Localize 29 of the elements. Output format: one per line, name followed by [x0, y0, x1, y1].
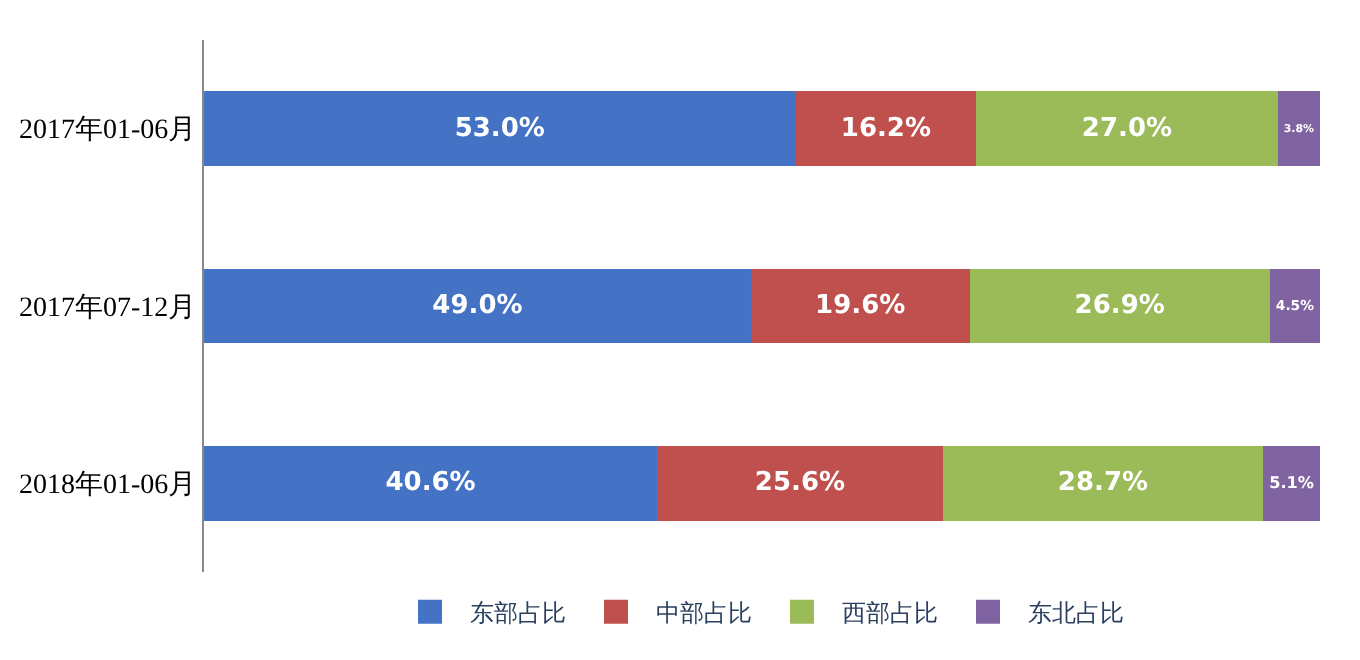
legend-label: 东部占比 [470, 599, 566, 627]
bar [969, 268, 1270, 344]
data-label: 16.2% [840, 113, 931, 144]
data-label: 53.0% [454, 113, 545, 144]
data-label: 26.9% [1074, 291, 1165, 321]
bar [1269, 268, 1320, 344]
legend-label: 西部占比 [842, 599, 938, 627]
data-label: 49.0% [432, 291, 523, 321]
bar [204, 268, 751, 344]
bar [1277, 91, 1320, 166]
data-label: 25.6% [754, 468, 846, 499]
bar [1263, 446, 1320, 521]
bar [204, 91, 796, 166]
data-label: 5.1% [1269, 471, 1314, 492]
data-label: 40.6% [385, 468, 476, 499]
y-tick-label: 2018年01-06月 [19, 469, 197, 502]
legend-label: 中部占比 [656, 599, 752, 627]
bar [795, 91, 977, 166]
bar [942, 446, 1264, 521]
legend-label: 东北占比 [1028, 599, 1124, 627]
bar [657, 446, 943, 521]
data-label: 27.0% [1081, 113, 1173, 144]
y-tick-label: 2017年01-06月 [19, 114, 197, 147]
bar [750, 268, 970, 344]
bar [976, 91, 1278, 166]
data-label: 19.6% [815, 291, 906, 321]
bar [204, 446, 658, 521]
data-label: 28.7% [1057, 468, 1149, 499]
y-tick-label: 2017年07-12月 [19, 291, 197, 324]
